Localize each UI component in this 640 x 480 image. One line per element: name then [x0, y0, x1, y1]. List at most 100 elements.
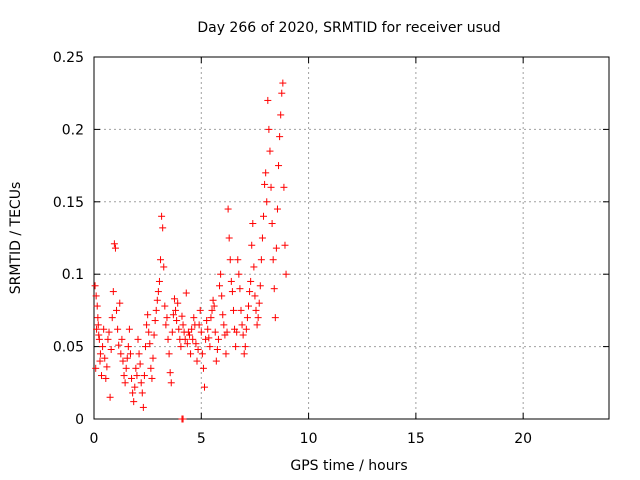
data-point — [276, 133, 284, 141]
data-point — [149, 354, 157, 362]
data-point — [177, 343, 185, 351]
data-point — [226, 256, 234, 264]
data-point — [128, 374, 136, 382]
data-point — [275, 162, 283, 170]
data-point — [146, 340, 154, 348]
data-point — [115, 341, 123, 349]
data-point — [110, 240, 118, 248]
data-point — [123, 354, 131, 362]
data-point — [256, 282, 264, 290]
data-point — [131, 383, 139, 391]
data-point — [282, 270, 290, 278]
y-tick-label: 0.2 — [62, 122, 84, 138]
data-point — [98, 372, 106, 380]
data-point — [134, 335, 142, 343]
data-point — [184, 328, 192, 336]
data-point — [240, 350, 248, 358]
data-point — [158, 212, 166, 220]
data-point — [152, 306, 160, 314]
data-point — [217, 270, 225, 278]
data-point — [194, 345, 202, 353]
data-point — [175, 325, 183, 333]
data-point — [147, 364, 155, 372]
y-tick-labels: 0 0.05 0.1 0.15 0.2 0.25 — [53, 50, 84, 428]
data-point — [144, 311, 152, 319]
data-point — [120, 372, 128, 380]
data-point — [95, 335, 103, 343]
data-point — [227, 277, 235, 285]
x-tick-label: 5 — [197, 431, 206, 447]
data-point — [121, 379, 129, 387]
data-point — [142, 343, 149, 351]
data-point — [165, 350, 173, 358]
data-point — [188, 325, 196, 333]
data-point — [118, 335, 126, 343]
data-point — [167, 379, 175, 387]
data-point — [117, 350, 125, 358]
data-point — [265, 125, 273, 133]
data-point — [255, 299, 263, 307]
data-point — [103, 363, 111, 371]
data-point — [106, 393, 114, 401]
data-point — [192, 340, 200, 348]
x-axis-label: GPS time / hours — [290, 458, 407, 474]
data-point — [207, 314, 215, 322]
data-point — [95, 331, 103, 339]
data-point — [249, 220, 257, 228]
data-point — [164, 335, 172, 343]
data-point — [203, 317, 211, 325]
data-point — [247, 277, 255, 285]
data-point — [270, 285, 278, 293]
data-point — [273, 205, 281, 213]
data-point — [104, 335, 112, 343]
data-point — [122, 364, 130, 372]
data-point — [101, 354, 109, 362]
data-point — [248, 241, 256, 249]
data-point — [277, 111, 285, 119]
data-point — [206, 343, 214, 351]
data-point — [260, 212, 268, 220]
data-point — [189, 335, 197, 343]
data-point — [243, 314, 251, 322]
data-point — [211, 328, 219, 336]
data-point — [198, 350, 206, 358]
data-point — [151, 317, 159, 325]
data-point — [280, 183, 288, 191]
data-point — [148, 374, 156, 382]
data-point — [220, 321, 228, 329]
data-point — [170, 295, 178, 303]
x-tick-label: 20 — [514, 431, 532, 447]
data-point — [271, 314, 279, 322]
data-point — [239, 331, 247, 339]
data-point — [190, 314, 198, 322]
data-point — [195, 321, 203, 329]
data-point — [114, 325, 122, 333]
y-axis-label: SRMTID / TECUs — [8, 182, 24, 295]
data-point — [116, 299, 124, 307]
data-point — [229, 306, 237, 314]
data-point — [107, 345, 115, 353]
data-point — [216, 282, 224, 290]
data-point — [119, 357, 127, 365]
data-point — [130, 398, 138, 406]
data-point — [159, 224, 167, 232]
data-point — [252, 306, 260, 314]
data-point — [143, 321, 151, 329]
data-point — [236, 285, 244, 293]
data-point — [251, 292, 259, 300]
data-point — [169, 311, 177, 319]
data-point — [96, 357, 104, 365]
data-point — [228, 288, 236, 296]
data-point — [126, 350, 134, 358]
data-point — [173, 317, 181, 325]
y-tick-label: 0.25 — [53, 50, 84, 66]
data-point — [224, 205, 232, 213]
data-point — [223, 328, 231, 336]
data-point — [222, 350, 230, 358]
data-point — [234, 256, 242, 264]
data-point — [161, 302, 169, 310]
x-tick-label: 0 — [90, 431, 99, 447]
grid-lines — [94, 57, 609, 419]
data-point — [166, 369, 174, 377]
data-point — [140, 372, 148, 380]
